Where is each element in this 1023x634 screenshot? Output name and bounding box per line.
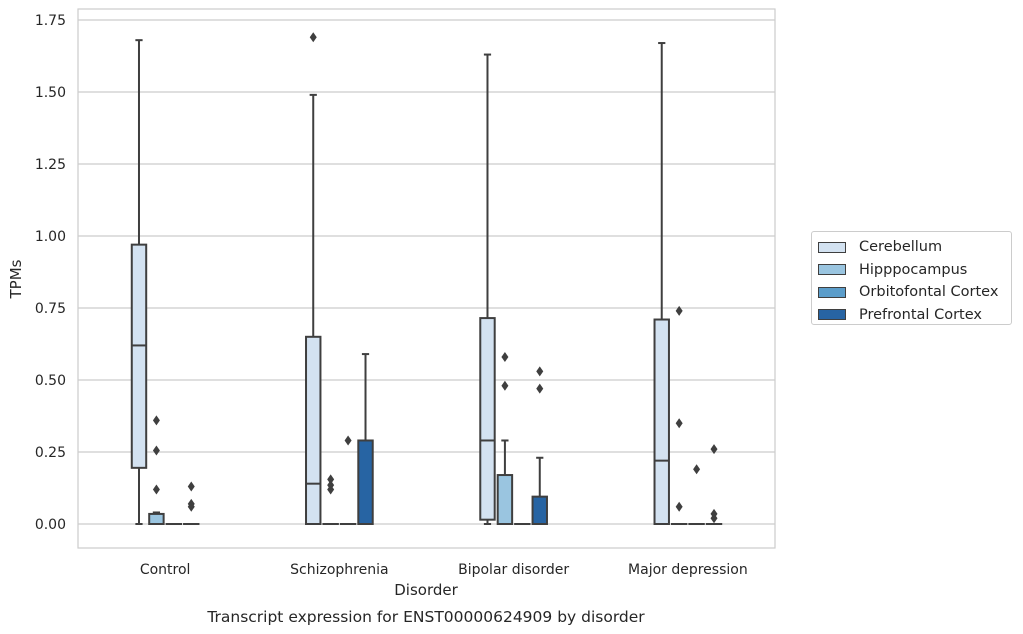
iqr-box (531, 495, 548, 526)
outlier-point (501, 380, 509, 391)
box-prefrontal-cortex (183, 481, 200, 526)
x-tick-label: Control (140, 562, 191, 578)
legend-swatch-prefrontal (818, 309, 846, 321)
boxes (130, 32, 723, 526)
box-prefrontal-cortex (531, 366, 548, 526)
chart-title: Transcript expression for ENST0000062490… (206, 608, 645, 626)
legend-item: Prefrontal Cortex (818, 304, 1011, 327)
legend-label: Prefrontal Cortex (859, 306, 982, 323)
box-orbitofontal-cortex (688, 464, 705, 526)
outlier-point (501, 351, 509, 362)
box-cerebellum (305, 32, 322, 525)
outlier-point (152, 415, 160, 426)
outlier-point (710, 444, 718, 455)
y-tick-label: 0.75 (35, 301, 66, 317)
legend-swatch-orbitofrontal (818, 286, 846, 298)
outlier-point (327, 474, 335, 485)
outlier-point (675, 305, 683, 316)
box-hipppocampus (322, 474, 339, 526)
outlier-point (536, 366, 544, 377)
legend-item: Orbitofontal Cortex (818, 281, 1011, 304)
y-tick-label: 0.00 (35, 517, 66, 533)
y-tick-label: 0.50 (35, 373, 66, 389)
outlier-point (327, 480, 335, 491)
iqr-box (479, 317, 496, 521)
box-prefrontal-cortex (705, 444, 723, 526)
outlier-point (187, 498, 195, 509)
legend-label: Hipppocampus (859, 261, 968, 278)
iqr-box (130, 243, 148, 469)
iqr-box (305, 335, 322, 525)
legend-item: Hipppocampus (818, 259, 1011, 282)
y-tick-label: 0.25 (35, 445, 66, 461)
outlier-point (152, 445, 160, 456)
y-tick-labels: 0.00 0.25 0.50 0.75 1.00 1.25 1.50 1.75 (35, 13, 66, 533)
legend-label: Orbitofontal Cortex (859, 284, 999, 301)
legend-label: Cerebellum (859, 239, 943, 256)
y-axis-label: TPMs (7, 259, 25, 299)
y-tick-label: 1.75 (35, 13, 66, 29)
iqr-box (148, 512, 165, 525)
y-tick-label: 1.00 (35, 229, 66, 245)
outlier-point (152, 484, 160, 495)
outlier-point (693, 464, 701, 475)
legend: Cerebellum Hipppocampus Orbitofontal Cor… (811, 231, 1012, 325)
outlier-point (675, 501, 683, 512)
outlier-point (675, 418, 683, 429)
iqr-box (357, 439, 374, 526)
x-tick-label: Bipolar disorder (458, 562, 569, 578)
outlier-point (710, 508, 718, 519)
box-hipppocampus (148, 415, 165, 525)
outlier-point (309, 32, 317, 43)
y-tick-label: 1.25 (35, 157, 66, 173)
x-axis-label: Disorder (394, 581, 458, 599)
box-cerebellum (130, 39, 148, 525)
legend-item: Cerebellum (818, 236, 1011, 259)
iqr-box (653, 318, 670, 525)
outlier-point (536, 383, 544, 394)
box-orbitofontal-cortex (339, 435, 357, 526)
box-hipppocampus (670, 305, 688, 526)
outlier-point (344, 435, 352, 446)
y-tick-label: 1.50 (35, 85, 66, 101)
grid-lines (78, 19, 775, 525)
x-tick-labels: Control Schizophrenia Bipolar disorder Majo… (140, 562, 748, 578)
plot-area-frame (77, 8, 776, 549)
legend-swatch-hippocampus (818, 264, 846, 276)
x-tick-label: Schizophrenia (290, 562, 388, 578)
outlier-point (187, 481, 195, 492)
legend-swatch-cerebellum (818, 241, 846, 253)
box-cerebellum (479, 53, 496, 525)
x-tick-label: Major depression (628, 562, 748, 578)
box-hipppocampus (496, 351, 514, 526)
box-cerebellum (653, 42, 670, 525)
iqr-box (496, 474, 514, 526)
box-prefrontal-cortex (357, 353, 374, 526)
